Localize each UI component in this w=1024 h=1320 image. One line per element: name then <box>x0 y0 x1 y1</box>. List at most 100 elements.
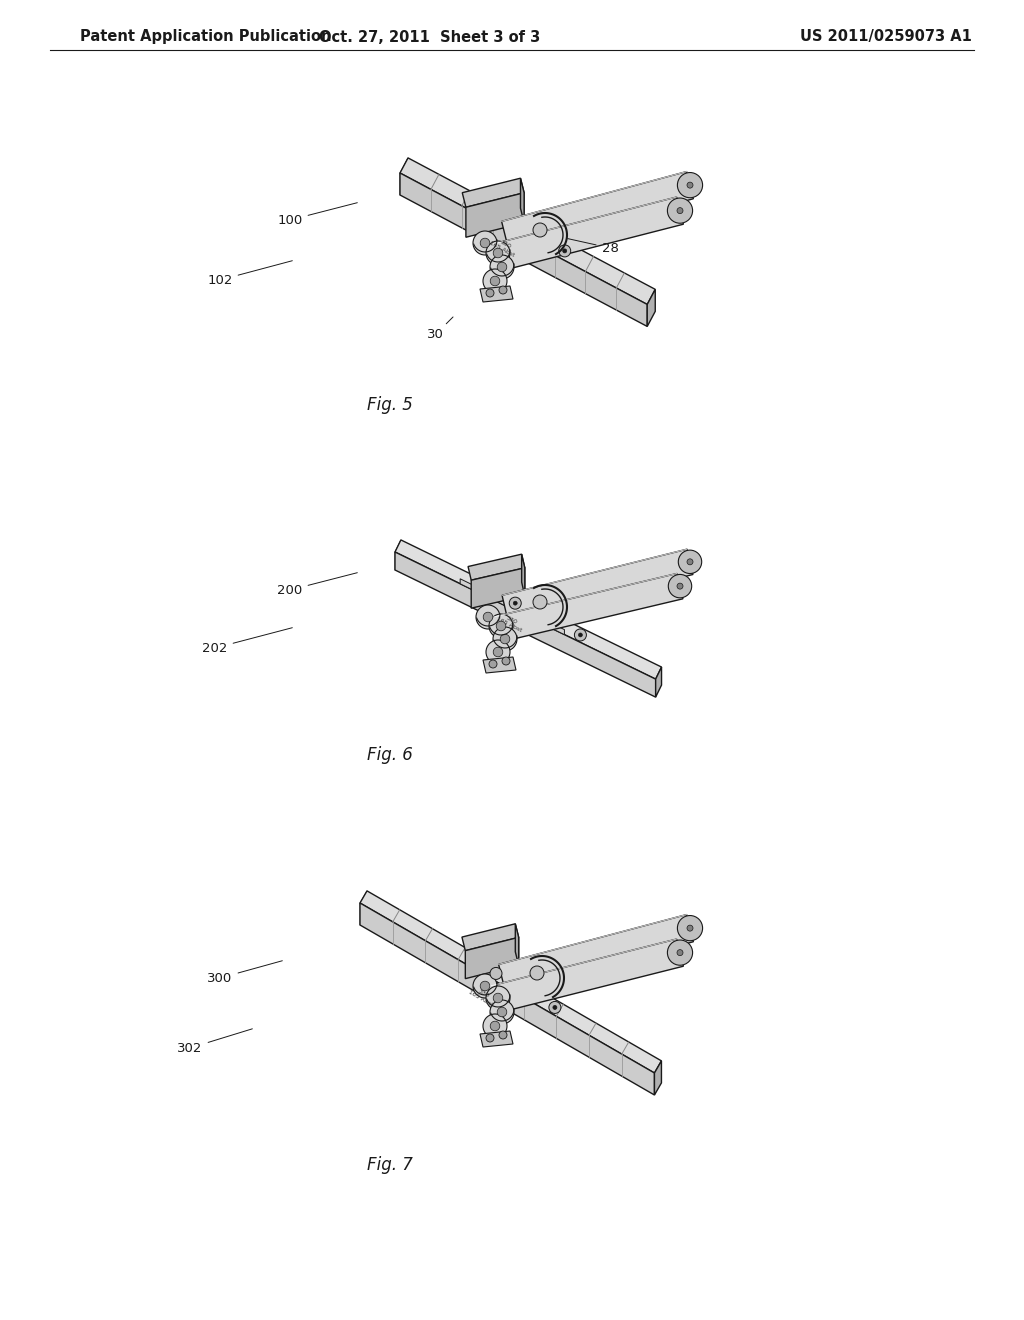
Polygon shape <box>360 891 662 1073</box>
Circle shape <box>534 595 547 609</box>
Text: 330
165 Abst: 330 165 Abst <box>488 235 518 257</box>
Circle shape <box>490 1022 500 1031</box>
Circle shape <box>677 207 683 214</box>
Circle shape <box>534 223 547 238</box>
Polygon shape <box>515 924 519 965</box>
Polygon shape <box>465 937 519 978</box>
Circle shape <box>498 263 507 272</box>
Circle shape <box>493 627 517 651</box>
Polygon shape <box>654 1061 662 1096</box>
Circle shape <box>489 660 497 668</box>
Polygon shape <box>462 178 524 207</box>
Polygon shape <box>360 891 367 925</box>
Circle shape <box>668 198 692 223</box>
Circle shape <box>513 601 517 605</box>
Polygon shape <box>360 903 654 1096</box>
Circle shape <box>678 550 701 573</box>
Circle shape <box>509 597 521 609</box>
Text: Fig. 5: Fig. 5 <box>367 396 413 414</box>
Circle shape <box>494 993 503 1003</box>
Circle shape <box>549 1002 561 1014</box>
Polygon shape <box>502 549 693 620</box>
Polygon shape <box>466 193 524 238</box>
Polygon shape <box>460 578 564 635</box>
Circle shape <box>486 640 510 664</box>
Circle shape <box>559 246 570 257</box>
Circle shape <box>678 173 702 198</box>
Circle shape <box>480 238 489 248</box>
Polygon shape <box>655 667 662 697</box>
Circle shape <box>530 966 544 979</box>
Polygon shape <box>520 178 524 223</box>
Circle shape <box>490 276 500 286</box>
Circle shape <box>483 612 493 622</box>
Circle shape <box>473 231 497 255</box>
Circle shape <box>669 574 691 598</box>
Text: 100: 100 <box>278 203 357 227</box>
Circle shape <box>490 968 502 979</box>
Circle shape <box>579 634 583 638</box>
Circle shape <box>677 583 683 589</box>
Text: 30: 30 <box>427 317 453 342</box>
Polygon shape <box>483 657 516 673</box>
Circle shape <box>499 286 507 294</box>
Text: Fig. 7: Fig. 7 <box>367 1156 413 1173</box>
Text: US 2011/0259073 A1: US 2011/0259073 A1 <box>800 29 972 45</box>
Circle shape <box>553 1006 557 1010</box>
Circle shape <box>490 255 514 279</box>
Circle shape <box>502 657 510 665</box>
Circle shape <box>687 925 693 931</box>
Polygon shape <box>502 172 693 248</box>
Polygon shape <box>400 158 408 195</box>
Text: Patent Application Publication: Patent Application Publication <box>80 29 332 45</box>
Circle shape <box>500 634 510 644</box>
Circle shape <box>499 1031 507 1039</box>
Circle shape <box>490 1001 514 1024</box>
Circle shape <box>678 916 702 941</box>
Circle shape <box>473 974 497 998</box>
Circle shape <box>486 242 510 265</box>
Polygon shape <box>647 289 655 326</box>
Polygon shape <box>480 1031 513 1047</box>
Polygon shape <box>400 158 655 305</box>
Polygon shape <box>492 197 683 272</box>
Circle shape <box>687 182 693 189</box>
Circle shape <box>483 269 507 293</box>
Circle shape <box>687 558 693 565</box>
Circle shape <box>489 614 513 638</box>
Circle shape <box>480 981 489 991</box>
Text: 200: 200 <box>278 573 357 597</box>
Polygon shape <box>395 540 662 678</box>
Polygon shape <box>480 286 513 302</box>
Polygon shape <box>521 554 524 595</box>
Text: Fig. 6: Fig. 6 <box>367 746 413 764</box>
Circle shape <box>498 1007 507 1016</box>
Polygon shape <box>493 573 683 643</box>
Polygon shape <box>488 939 683 1014</box>
Polygon shape <box>471 568 524 609</box>
Circle shape <box>563 249 566 253</box>
Text: 330
165 Abst: 330 165 Abst <box>496 611 525 634</box>
Text: 302: 302 <box>177 1028 252 1055</box>
Circle shape <box>574 628 587 642</box>
Circle shape <box>494 248 503 257</box>
Circle shape <box>486 289 494 297</box>
Circle shape <box>486 1034 494 1041</box>
Circle shape <box>476 605 500 630</box>
Text: 28: 28 <box>567 239 618 255</box>
Circle shape <box>668 940 692 965</box>
Text: Oct. 27, 2011  Sheet 3 of 3: Oct. 27, 2011 Sheet 3 of 3 <box>319 29 541 45</box>
Polygon shape <box>462 924 519 950</box>
Polygon shape <box>395 552 655 697</box>
Text: 300: 300 <box>208 961 283 985</box>
Circle shape <box>486 986 510 1010</box>
Polygon shape <box>395 540 400 570</box>
Circle shape <box>483 1014 507 1038</box>
Polygon shape <box>468 554 524 581</box>
Circle shape <box>494 647 503 657</box>
Polygon shape <box>499 915 693 991</box>
Circle shape <box>677 949 683 956</box>
Circle shape <box>497 622 506 631</box>
Text: 102: 102 <box>207 261 292 286</box>
Text: 202: 202 <box>203 628 292 655</box>
